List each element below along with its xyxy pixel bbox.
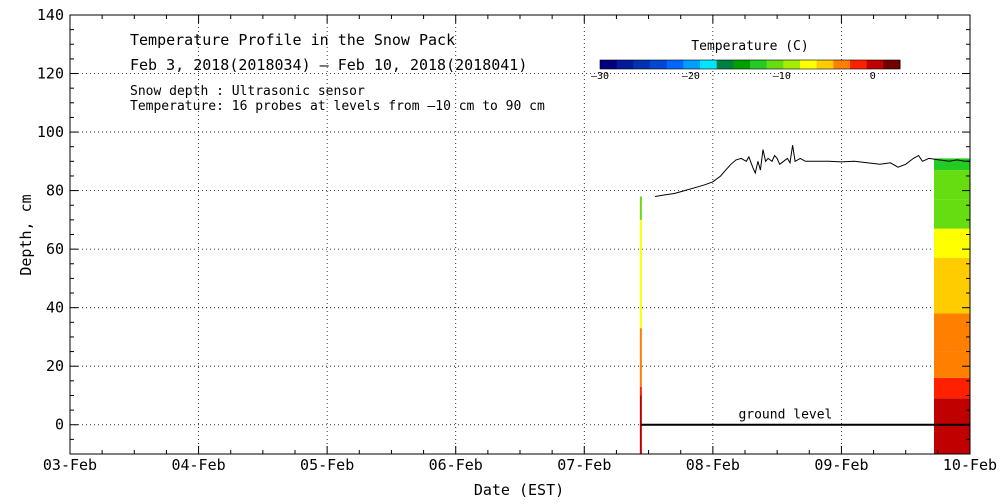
colorbar-cell-5 [683,60,701,69]
colorbar-cell-4 [666,60,684,69]
colorbar-cell-12 [800,60,818,69]
colorbar-cell-9 [750,60,768,69]
y-tick-label-3: 60 [46,240,64,258]
y-tick-label-0: 0 [55,416,64,434]
temperature-band-1-5 [934,228,970,258]
colorbar-cell-8 [733,60,751,69]
x-axis-title: Date (EST) [474,481,564,499]
colorbar-cell-1 [616,60,634,69]
colorbar-frame [599,59,901,70]
y-tick-label-6: 120 [37,65,64,83]
chart-annotations: Temperature Profile in the Snow Pack Feb… [17,31,564,499]
y-tick-label-2: 40 [46,299,64,317]
gridlines [70,15,970,454]
date-range-text: Feb 3, 2018(2018034) – Feb 10, 2018(2018… [130,56,527,74]
series-layer [654,145,970,197]
colorbar-cell-6 [700,60,718,69]
temperature-band-1-3 [934,313,970,352]
colorbar-cell-11 [783,60,801,69]
temperature-profiles [639,158,970,454]
y-axis-title: Depth, cm [17,194,35,275]
colorbar-cell-2 [633,60,651,69]
x-tick-label-6: 09-Feb [814,456,868,474]
colorbar-cell-13 [816,60,834,69]
x-tick-label-3: 06-Feb [429,456,483,474]
colorbar-tick-label-0: –30 [591,71,609,82]
x-tick-label-2: 05-Feb [300,456,354,474]
temperature-band-1-2 [934,351,970,378]
temperature-band-1-1 [934,377,970,399]
colorbar-tick-label-3: 0 [870,71,876,82]
colorbar-cell-14 [833,60,851,69]
info-line-probes: Temperature: 16 probes at levels from –1… [130,99,545,114]
x-tick-label-4: 07-Feb [557,456,611,474]
ground-level-label: ground level [738,408,832,423]
temperature-band-1-7 [934,170,970,200]
ground-level-layer: ground level [640,408,970,426]
y-tick-label-4: 80 [46,182,64,200]
temperature-colorbar: Temperature (C) –30 –20 –10 0 [591,39,901,82]
x-tick-label-1: 04-Feb [171,456,225,474]
y-tick-label-7: 140 [37,6,64,24]
axis-ticks: 0 20 40 60 80 100 120 140 03-Feb 04-Feb 05-Feb 06-F… [37,6,997,474]
temperature-band-1-8 [934,158,970,171]
colorbar-cell-10 [766,60,784,69]
snow-depth-series-line [654,145,970,197]
x-tick-label-5: 08-Feb [686,456,740,474]
colorbar-cell-0 [600,60,618,69]
y-tick-label-5: 100 [37,123,64,141]
temperature-band-1-6 [934,199,970,229]
x-tick-label-7: 10-Feb [943,456,997,474]
colorbar-tick-label-2: –10 [773,71,791,82]
colorbar-title: Temperature (C) [691,39,808,54]
colorbar-cell-3 [650,60,668,69]
plot-frame [69,14,971,455]
colorbar-tick-label-1: –20 [682,71,700,82]
x-tick-label-0: 03-Feb [43,456,97,474]
chart-title: Temperature Profile in the Snow Pack [130,31,455,49]
temperature-band-1-4 [934,257,970,314]
colorbar-cell-16 [866,60,884,69]
y-tick-label-1: 20 [46,357,64,375]
temperature-band-1-0 [934,398,970,454]
colorbar-cell-15 [850,60,868,69]
colorbar-cell-7 [716,60,734,69]
colorbar-cell-17 [883,60,901,69]
info-line-sensor: Snow depth : Ultrasonic sensor [130,84,365,99]
